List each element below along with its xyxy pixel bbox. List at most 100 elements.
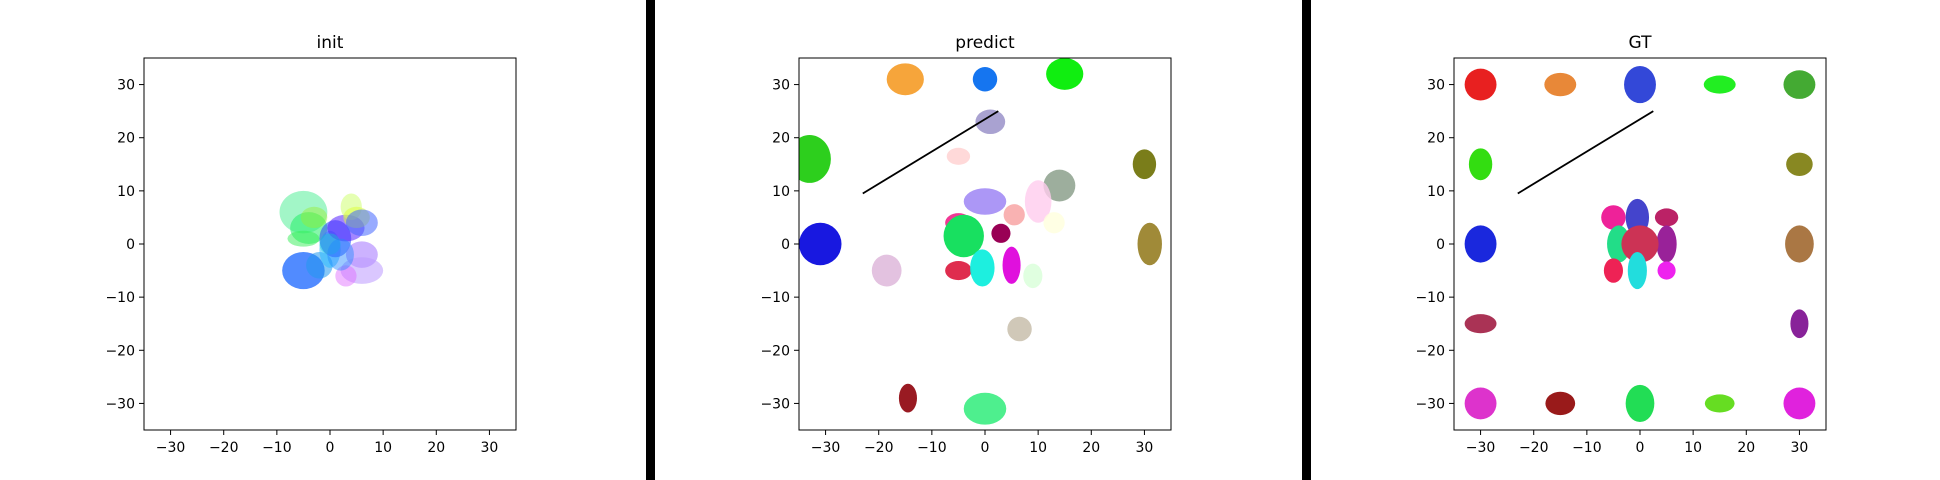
- y-tick-label: 0: [126, 237, 135, 253]
- y-tick-label: −10: [105, 290, 135, 306]
- y-tick-label: 30: [117, 78, 135, 94]
- x-tick-label: −20: [209, 440, 239, 456]
- ellipse-marker: [1790, 309, 1809, 339]
- ellipse-marker: [1786, 152, 1813, 176]
- y-tick-label: 30: [772, 78, 790, 94]
- y-tick-label: −30: [105, 396, 135, 412]
- ellipse-marker: [287, 230, 320, 247]
- ellipse-marker: [1024, 180, 1052, 223]
- ellipse-marker: [1043, 169, 1076, 202]
- y-tick-label: −10: [1415, 290, 1445, 306]
- ellipse-marker: [345, 209, 378, 237]
- plot-title: predict: [955, 33, 1015, 53]
- panel-divider-left: [646, 0, 655, 480]
- x-tick-label: 0: [1636, 440, 1645, 456]
- ellipse-marker: [1545, 391, 1576, 416]
- ellipse-marker: [886, 63, 924, 96]
- x-tick-label: −30: [811, 440, 841, 456]
- ellipse-marker: [991, 223, 1011, 243]
- ellipse-marker: [1002, 246, 1021, 284]
- x-tick-label: 10: [1684, 440, 1702, 456]
- ellipse-marker: [1783, 70, 1816, 99]
- y-tick-label: −10: [760, 290, 790, 306]
- ellipse-marker: [1464, 314, 1497, 334]
- x-tick-label: 10: [1029, 440, 1047, 456]
- x-tick-label: −10: [1572, 440, 1602, 456]
- y-tick-label: 0: [1436, 237, 1445, 253]
- x-tick-label: 30: [1136, 440, 1154, 456]
- ellipse-marker: [1624, 65, 1656, 104]
- ellipse-marker: [1627, 251, 1647, 290]
- y-tick-label: −30: [1415, 396, 1445, 412]
- ellipse-marker: [327, 238, 354, 271]
- ellipse-marker: [898, 383, 917, 413]
- y-tick-label: 20: [772, 131, 790, 147]
- ellipse-marker: [963, 392, 1007, 425]
- plot-marks: [279, 190, 384, 290]
- y-tick-label: 10: [1427, 184, 1445, 200]
- ellipse-marker: [335, 265, 357, 287]
- subplot-gt: −30 −20 −10 0 10 20 30 −30 −20 −10 0 10 20 30 GT: [1415, 33, 1827, 456]
- ellipse-marker: [945, 261, 972, 281]
- x-tick-label: 30: [481, 440, 499, 456]
- x-tick-label: 20: [1737, 440, 1755, 456]
- ellipse-marker: [1464, 387, 1497, 420]
- plot-title: init: [317, 33, 344, 53]
- ellipse-marker: [1621, 225, 1659, 263]
- y-tick-label: 0: [781, 237, 790, 253]
- y-tick-label: 20: [1427, 131, 1445, 147]
- ellipse-marker: [975, 109, 1006, 134]
- ellipse-marker: [340, 257, 384, 284]
- ellipse-marker: [972, 67, 998, 92]
- y-tick-label: −20: [760, 343, 790, 359]
- x-tick-label: 0: [981, 440, 990, 456]
- y-tick-label: 10: [772, 184, 790, 200]
- plot-marks: [799, 58, 1162, 425]
- ellipse-marker: [1137, 222, 1162, 266]
- ellipse-marker: [1464, 225, 1497, 263]
- ellipse-marker: [1703, 75, 1736, 94]
- line-segment: [862, 110, 999, 195]
- ellipse-marker: [943, 214, 984, 258]
- ellipse-marker: [871, 254, 902, 287]
- x-tick-label: −10: [262, 440, 292, 456]
- ellipse-marker: [1132, 149, 1157, 180]
- x-tick-label: −10: [917, 440, 947, 456]
- ellipse-marker: [1464, 68, 1497, 101]
- ellipse-marker: [963, 188, 1007, 215]
- ellipse-marker: [1023, 263, 1043, 289]
- ellipse-marker: [1785, 225, 1814, 263]
- ellipse-marker: [970, 249, 995, 287]
- ellipse-marker: [1544, 72, 1577, 97]
- subplot-init: −30 −20 −10 0 10 20 30 −30 −20 −10 0 10 20 30 init: [105, 33, 517, 456]
- x-tick-label: −20: [864, 440, 894, 456]
- x-tick-label: 20: [427, 440, 445, 456]
- ellipse-marker: [799, 135, 831, 183]
- y-tick-label: 10: [117, 184, 135, 200]
- x-tick-label: −30: [156, 440, 186, 456]
- x-tick-label: 20: [1082, 440, 1100, 456]
- ellipse-marker: [1603, 258, 1623, 283]
- ellipse-marker: [946, 147, 971, 165]
- ellipse-marker: [1704, 394, 1735, 413]
- ellipse-marker: [1783, 387, 1816, 420]
- x-tick-label: 10: [374, 440, 392, 456]
- ellipse-marker: [319, 233, 341, 255]
- subplot-predict: −30 −20 −10 0 10 20 30 −30 −20 −10 0 10 20 30 predict: [760, 33, 1172, 456]
- ellipse-marker: [1003, 204, 1025, 226]
- y-tick-label: −20: [1415, 343, 1445, 359]
- x-tick-label: 30: [1791, 440, 1809, 456]
- y-tick-label: −20: [105, 343, 135, 359]
- x-tick-label: 0: [326, 440, 335, 456]
- y-tick-label: 20: [117, 131, 135, 147]
- y-tick-label: 30: [1427, 78, 1445, 94]
- ellipse-marker: [1625, 384, 1655, 423]
- panel-divider-right: [1302, 0, 1311, 480]
- ellipse-marker: [1657, 261, 1676, 280]
- plot-marks: [1464, 65, 1816, 423]
- plot-title: GT: [1629, 33, 1653, 53]
- ellipse-marker: [1468, 148, 1493, 181]
- ellipse-marker: [1601, 205, 1626, 230]
- ellipse-marker: [300, 206, 328, 229]
